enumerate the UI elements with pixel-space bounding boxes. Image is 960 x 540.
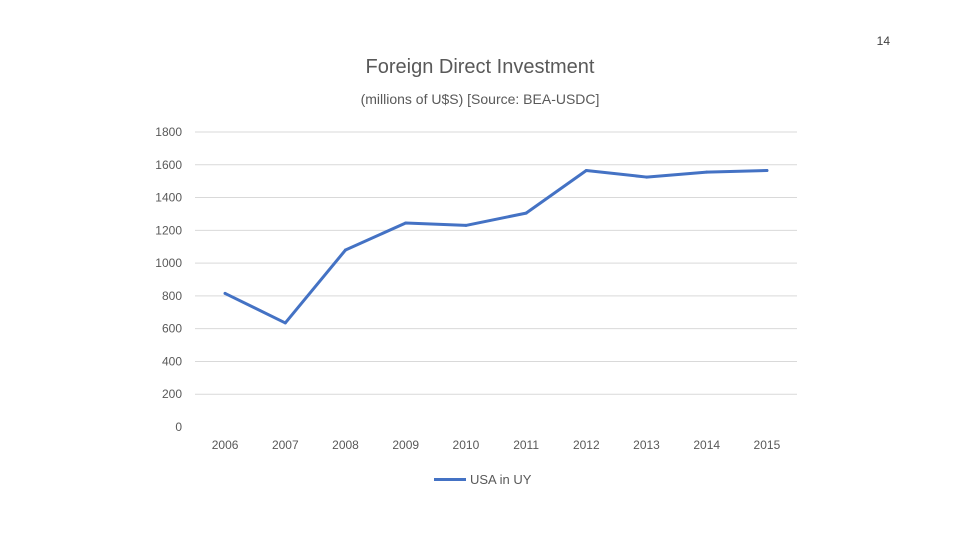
x-tick-label: 2007 — [272, 438, 299, 452]
x-tick-label: 2008 — [332, 438, 359, 452]
data-point — [645, 175, 648, 179]
y-axis-ticks: 0 200 400 600 800 1000 1200 1400 1600 1800 — [155, 125, 182, 434]
x-tick-label: 2012 — [573, 438, 600, 452]
data-point — [584, 169, 588, 173]
data-point — [344, 248, 347, 252]
data-point — [464, 223, 468, 227]
y-tick-label: 200 — [162, 387, 182, 401]
y-tick-label: 400 — [162, 354, 182, 368]
data-point — [283, 321, 287, 325]
x-tick-label: 2011 — [513, 438, 539, 452]
chart-subtitle: (millions of U$S) [Source: BEA-USDC] — [360, 91, 600, 107]
x-tick-label: 2015 — [754, 438, 781, 452]
data-point — [765, 169, 769, 173]
y-tick-label: 1000 — [155, 256, 182, 270]
page-number: 14 — [876, 34, 890, 48]
gridlines — [195, 131, 797, 395]
data-point — [404, 221, 408, 225]
y-tick-label: 0 — [175, 420, 182, 434]
x-tick-label: 2013 — [633, 438, 660, 452]
x-axis-ticks: 2006 2007 2008 2009 2010 2011 2012 2013 2014 2015 — [212, 438, 781, 452]
legend-swatch — [434, 478, 466, 481]
legend-label: USA in UY — [470, 472, 532, 487]
series-line — [223, 169, 769, 325]
x-tick-label: 2006 — [212, 438, 239, 452]
legend: USA in UY — [434, 472, 531, 487]
y-tick-label: 1400 — [155, 191, 182, 205]
y-tick-label: 1600 — [155, 158, 182, 172]
y-tick-label: 1200 — [155, 223, 182, 237]
data-point — [705, 170, 709, 174]
x-tick-label: 2014 — [693, 438, 720, 452]
y-tick-label: 600 — [162, 322, 182, 336]
data-point — [524, 211, 528, 215]
x-tick-label: 2009 — [392, 438, 419, 452]
data-point — [223, 291, 227, 295]
chart-title: Foreign Direct Investment — [365, 56, 595, 78]
x-tick-label: 2010 — [453, 438, 480, 452]
series-lines — [223, 169, 769, 325]
y-tick-label: 1800 — [155, 125, 182, 139]
y-tick-label: 800 — [162, 289, 182, 303]
